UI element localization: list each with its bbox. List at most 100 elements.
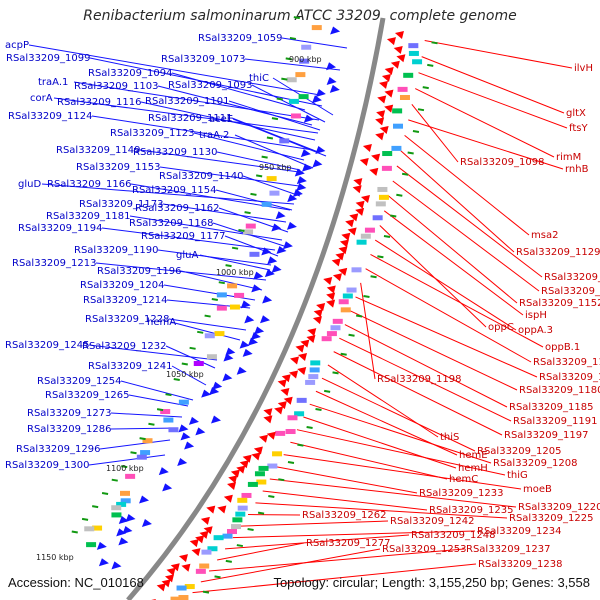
reverse-gene-arrow[interactable] <box>323 276 333 285</box>
forward-gene-arrow[interactable] <box>195 427 206 436</box>
reverse-gene-arrow[interactable] <box>386 37 396 46</box>
forward-gene-label[interactable]: RSal33209_1232 <box>82 341 166 352</box>
forward-gene-arrow[interactable] <box>312 159 323 168</box>
forward-gene-arrow[interactable] <box>116 528 127 537</box>
reverse-gene-arrow[interactable] <box>206 505 216 514</box>
reverse-gene-arrow[interactable] <box>181 563 191 572</box>
forward-gene-label[interactable]: RSal33209_1241 <box>88 361 172 372</box>
forward-gene-label[interactable]: RSal33209_1153 <box>76 162 160 173</box>
reverse-gene-arrow[interactable] <box>331 258 341 267</box>
reverse-gene-label[interactable]: rnhB <box>565 164 589 175</box>
reverse-gene-label[interactable]: oppA.3 <box>518 325 553 336</box>
reverse-gene-arrow[interactable] <box>263 408 273 417</box>
reverse-gene-label[interactable]: RSal33209_1176 <box>539 372 600 383</box>
forward-gene-label[interactable]: RSal33209_1173 <box>79 199 163 210</box>
forward-gene-label[interactable]: RSal33209_1245 <box>5 340 89 351</box>
forward-gene-label[interactable]: RSal33209_1194 <box>18 223 102 234</box>
reverse-gene-arrow[interactable] <box>236 465 246 474</box>
reverse-gene-arrow[interactable] <box>195 535 205 544</box>
reverse-gene-label[interactable]: RSal33209_1237 <box>466 544 550 555</box>
forward-gene-label[interactable]: RSal33209_1228 <box>85 314 169 325</box>
forward-gene-label[interactable]: RSal33209_1103 <box>74 81 158 92</box>
forward-gene-label[interactable]: RSal33209_1099 <box>6 53 90 64</box>
forward-gene-arrow[interactable] <box>242 348 253 357</box>
reverse-gene-arrow[interactable] <box>253 446 263 455</box>
reverse-gene-arrow[interactable] <box>371 153 381 162</box>
reverse-gene-label[interactable]: RSal33209_1248 <box>411 530 495 541</box>
forward-gene-label[interactable]: RSal33209_1123 <box>110 128 194 139</box>
forward-gene-arrow[interactable] <box>118 516 129 525</box>
forward-gene-arrow[interactable] <box>254 326 265 335</box>
forward-gene-arrow[interactable] <box>267 256 278 265</box>
forward-gene-label[interactable]: RSal33209_1149 <box>56 145 140 156</box>
forward-gene-arrow[interactable] <box>301 163 312 172</box>
forward-gene-label[interactable]: aceE <box>209 114 233 125</box>
forward-gene-label[interactable]: RSal33209_1059 <box>198 33 282 44</box>
reverse-gene-label[interactable]: hemC <box>449 474 478 485</box>
reverse-gene-arrow[interactable] <box>339 239 349 248</box>
reverse-gene-label[interactable]: RSal33209_1208 <box>493 458 577 469</box>
forward-gene-arrow[interactable] <box>296 182 307 191</box>
reverse-gene-label[interactable]: RSal33209_1197 <box>504 430 588 441</box>
reverse-gene-label[interactable]: oppB.1 <box>545 342 580 353</box>
reverse-gene-arrow[interactable] <box>326 292 336 301</box>
reverse-gene-arrow[interactable] <box>316 303 326 312</box>
reverse-gene-arrow[interactable] <box>266 431 276 440</box>
forward-gene-arrow[interactable] <box>225 347 236 356</box>
forward-gene-label[interactable]: RSal33209_1204 <box>80 280 164 291</box>
reverse-gene-label[interactable]: RSal33209_1220 <box>518 502 600 513</box>
forward-gene-arrow[interactable] <box>96 541 107 550</box>
reverse-gene-label[interactable]: gltX <box>566 108 586 119</box>
reverse-gene-arrow[interactable] <box>156 583 166 592</box>
forward-gene-arrow[interactable] <box>276 245 287 254</box>
reverse-gene-arrow[interactable] <box>345 219 355 228</box>
forward-gene-arrow[interactable] <box>300 149 311 158</box>
reverse-gene-arrow[interactable] <box>161 579 171 588</box>
forward-gene-arrow[interactable] <box>303 114 314 123</box>
reverse-gene-label[interactable]: RSal33209_1225 <box>509 513 593 524</box>
reverse-gene-label[interactable]: RSal33209_1242 <box>390 516 474 527</box>
reverse-gene-arrow[interactable] <box>353 178 363 187</box>
reverse-gene-arrow[interactable] <box>263 415 273 424</box>
forward-gene-arrow[interactable] <box>162 483 173 492</box>
forward-gene-arrow[interactable] <box>261 247 272 256</box>
reverse-gene-arrow[interactable] <box>326 299 336 308</box>
forward-gene-arrow[interactable] <box>122 525 133 534</box>
reverse-gene-arrow[interactable] <box>274 406 284 415</box>
reverse-gene-arrow[interactable] <box>199 530 209 539</box>
reverse-gene-arrow[interactable] <box>283 396 293 405</box>
reverse-gene-arrow[interactable] <box>355 200 365 209</box>
forward-gene-label[interactable]: RSal33209_1168 <box>129 218 213 229</box>
reverse-gene-arrow[interactable] <box>295 344 305 353</box>
forward-gene-arrow[interactable] <box>326 76 337 85</box>
forward-gene-label[interactable]: RSal33209_1286 <box>27 424 111 435</box>
reverse-gene-arrow[interactable] <box>359 157 369 166</box>
forward-gene-arrow[interactable] <box>178 424 189 433</box>
reverse-gene-label[interactable]: hemE <box>459 450 488 461</box>
reverse-gene-label[interactable]: moeB <box>523 484 552 495</box>
forward-gene-arrow[interactable] <box>262 295 273 304</box>
reverse-gene-label[interactable]: RSal33209_1141 <box>544 272 600 283</box>
reverse-gene-label[interactable]: msa2 <box>531 230 558 241</box>
reverse-gene-arrow[interactable] <box>178 554 188 563</box>
forward-gene-arrow[interactable] <box>287 194 298 203</box>
reverse-gene-label[interactable]: thiG <box>507 470 528 481</box>
reverse-gene-arrow[interactable] <box>228 475 238 484</box>
reverse-gene-arrow[interactable] <box>377 95 387 104</box>
reverse-gene-arrow[interactable] <box>379 80 389 89</box>
forward-gene-label[interactable]: hemA <box>147 317 176 328</box>
forward-gene-label[interactable]: RSal33209_1190 <box>74 245 158 256</box>
reverse-gene-label[interactable]: RSal33209_1253 <box>382 544 466 555</box>
forward-gene-label[interactable]: RSal33209_1254 <box>37 376 121 387</box>
forward-gene-arrow[interactable] <box>259 315 270 324</box>
forward-gene-arrow[interactable] <box>294 168 305 177</box>
forward-gene-arrow[interactable] <box>247 337 258 346</box>
reverse-gene-arrow[interactable] <box>396 54 406 63</box>
reverse-gene-label[interactable]: RSal33209_1147 <box>541 286 600 297</box>
forward-gene-arrow[interactable] <box>188 416 199 425</box>
forward-gene-label[interactable]: gluA <box>176 250 198 261</box>
reverse-gene-label[interactable]: RSal33209_1233 <box>419 488 503 499</box>
forward-gene-arrow[interactable] <box>253 271 264 280</box>
reverse-gene-arrow[interactable] <box>306 335 316 344</box>
reverse-gene-arrow[interactable] <box>341 232 351 241</box>
